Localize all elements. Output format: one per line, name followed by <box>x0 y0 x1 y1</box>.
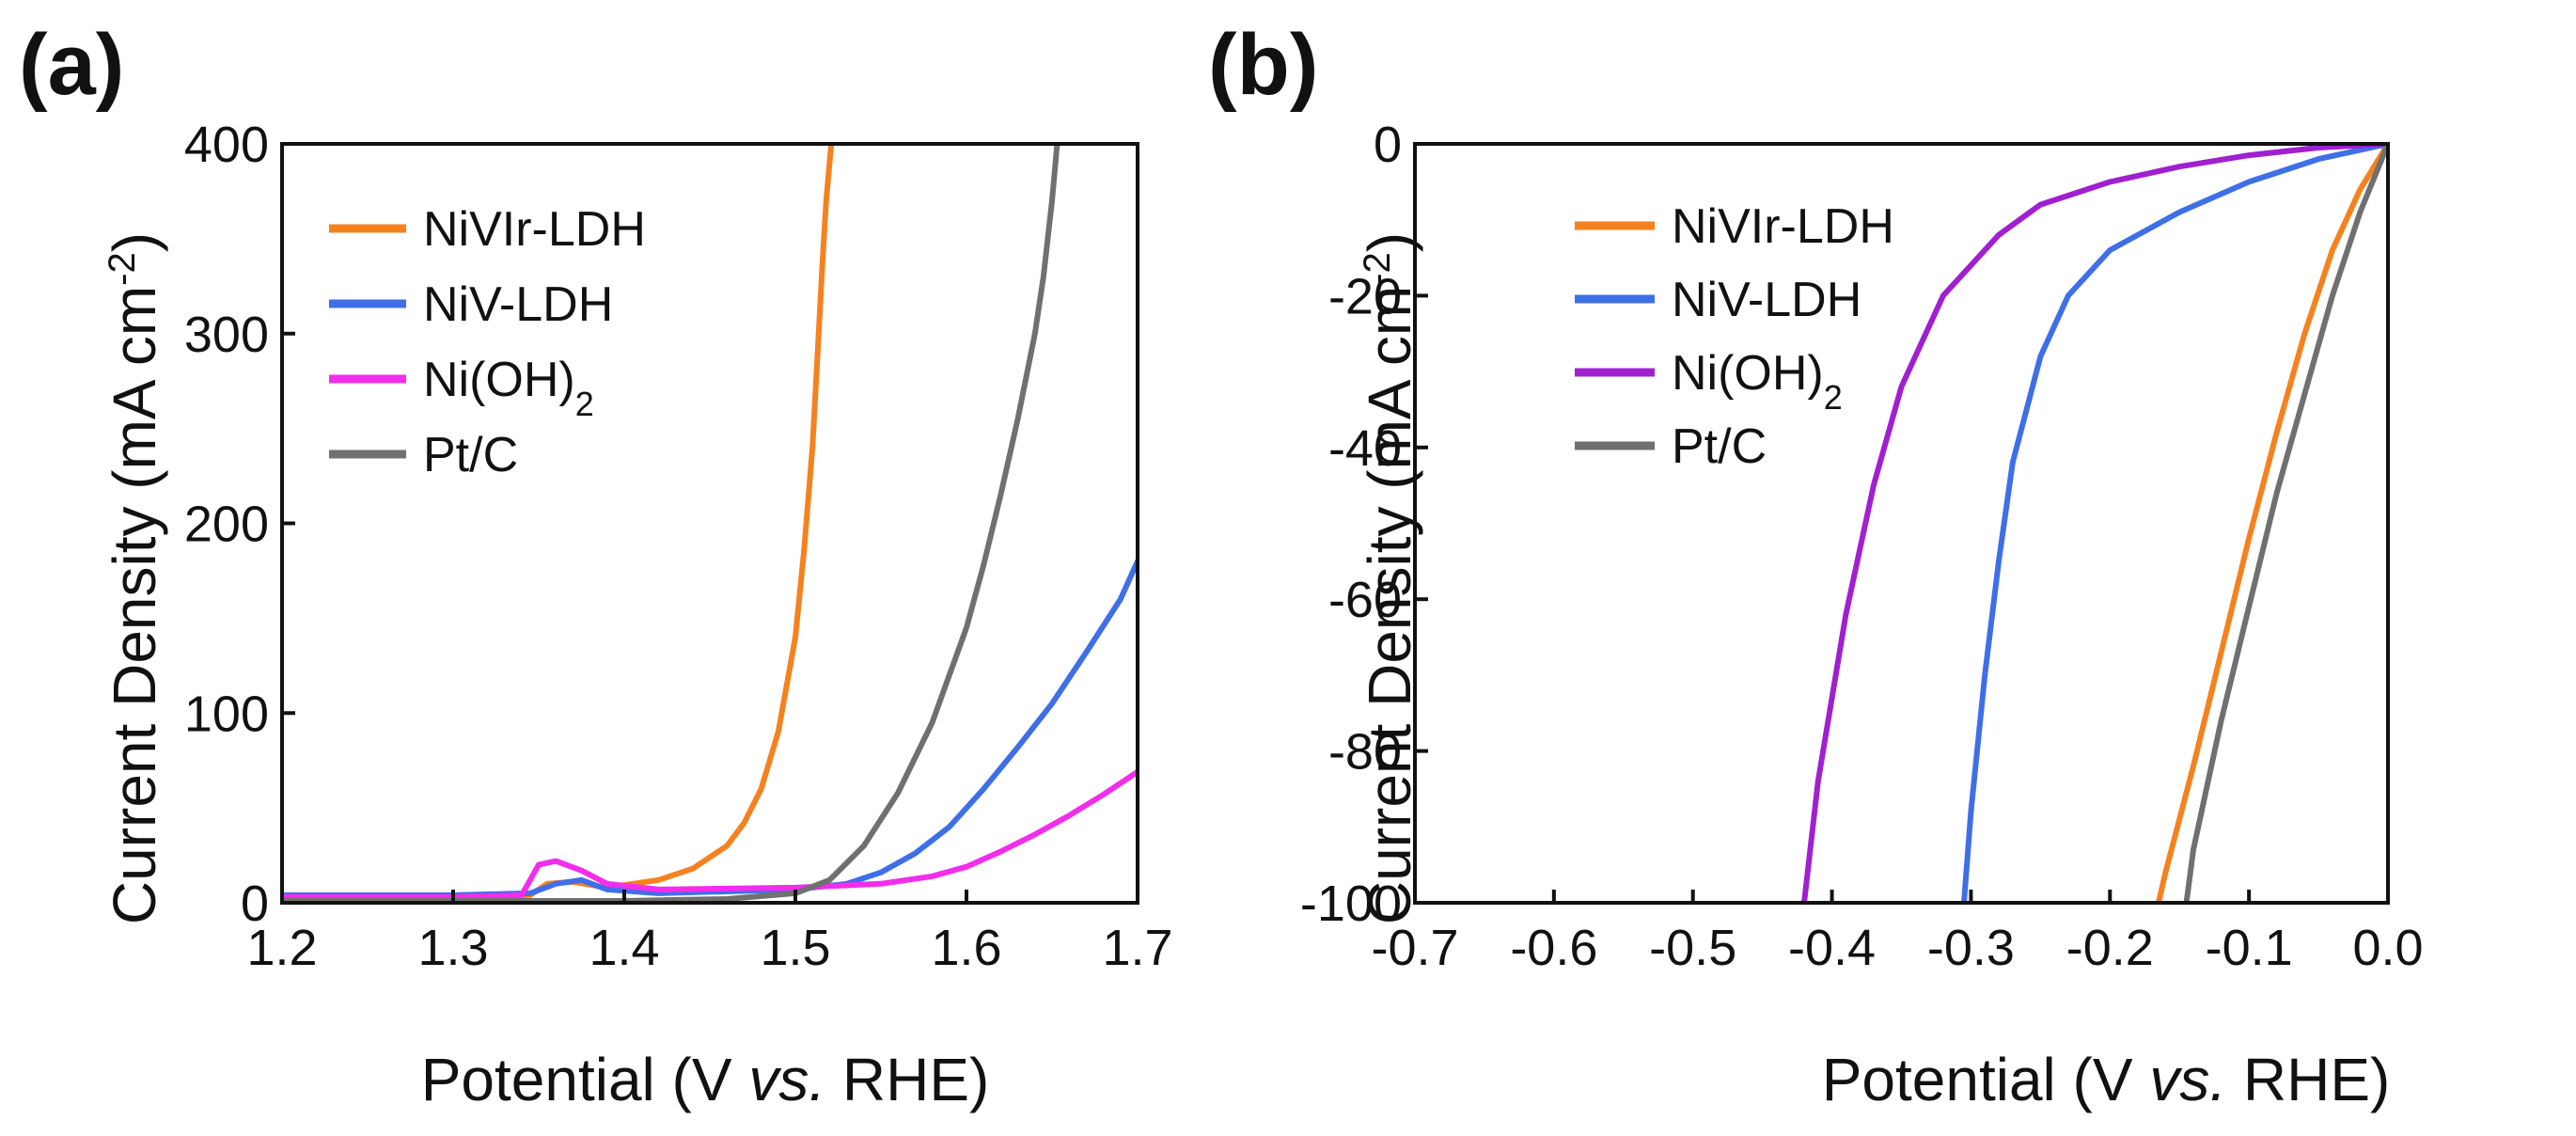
panel-a-legend-label-nivir-ldh: NiVIr-LDH <box>423 202 646 257</box>
panel-b-y-tick-label: -20 <box>1328 268 1402 324</box>
panel-b-y-tick-label: -100 <box>1300 876 1402 932</box>
panel-b-legend-label-pt-c: Pt/C <box>1672 419 1767 474</box>
x-axis-title-part: Potential (V <box>421 1046 749 1113</box>
panel-b-series-ni-oh-2-line <box>1801 144 2388 903</box>
panel-b-x-tick-label: -0.7 <box>1371 920 1458 976</box>
panel-a-label: (a) <box>19 17 124 113</box>
panel-a-y-tick-label: 300 <box>184 307 269 363</box>
panel-a-x-tick-label: 1.4 <box>589 920 659 976</box>
x-axis-title-part: RHE) <box>825 1046 989 1113</box>
panel-a-legend-label-ni-oh-2: Ni(OH)2 <box>423 353 594 423</box>
panel-a-series-group <box>282 144 1138 903</box>
panel-b-label: (b) <box>1208 17 1318 113</box>
panel-b-x-tick-label: -0.2 <box>2066 920 2154 976</box>
panel-a-x-tick-label: 1.6 <box>931 920 1001 976</box>
panel-b-x-tick-label: -0.4 <box>1788 920 1876 976</box>
panel-b-series-niv-ldh-line <box>1961 144 2388 903</box>
y-axis-title-superscript: -2 <box>1357 252 1398 286</box>
panel-b-legend: NiVIr-LDH NiV-LDH Ni(OH)2Pt/C <box>1575 199 1894 474</box>
panel-b-axes-frame <box>1413 142 2390 905</box>
y-axis-title-part: Current Density (mA cm <box>101 286 168 924</box>
panel-a-legend-label-pt-c: Pt/C <box>423 428 518 482</box>
panel-b-x-axis-title: Potential (V vs. RHE) <box>1822 1046 2391 1113</box>
panel-a: (a) 1.2 1.3 1.4 1.5 1.6 1.7 0 100 200 300 400 NiVIr… <box>19 17 1173 1113</box>
panel-a-x-tick-label: 1.5 <box>760 920 830 976</box>
panel-b-y-tick-label: -80 <box>1328 724 1402 781</box>
y-axis-title-part: ) <box>1356 232 1423 252</box>
panel-b-x-tick-label: 0.0 <box>2352 920 2423 976</box>
panel-a-series-ni-oh-2-line <box>282 768 1138 900</box>
panel-b-legend-label-nivir-ldh: NiVIr-LDH <box>1672 199 1894 254</box>
y-axis-title-part: Current Density (mA cm <box>1356 286 1423 924</box>
panel-a-x-axis-title: Potential (V vs. RHE) <box>421 1046 990 1113</box>
y-axis-title-part: ) <box>101 232 168 252</box>
panel-b-y-tick-label: -60 <box>1328 572 1402 628</box>
panel-a-y-axis-title: Current Density (mA cm-2) <box>101 232 168 924</box>
panel-a-x-tick-label: 1.3 <box>417 920 488 976</box>
panel-b-y-tick-label: 0 <box>1374 117 1402 173</box>
panel-a-plot-area: 1.2 1.3 1.4 1.5 1.6 1.7 0 100 200 300 400 NiVIr-LDH… <box>184 117 1173 976</box>
panel-a-y-tick-label: 200 <box>184 497 269 553</box>
panel-a-y-tick-label: 0 <box>241 876 269 932</box>
panel-b-x-tick-label: -0.3 <box>1927 920 2015 976</box>
panel-a-series-nivir-ldh-line <box>282 144 835 900</box>
panel-b-legend-label-niv-ldh: NiV-LDH <box>1672 273 1861 327</box>
panel-b-y-axis-title: Current Density (mA cm-2) <box>1356 232 1423 924</box>
panel-a-x-tick-label: 1.7 <box>1102 920 1172 976</box>
y-axis-title-superscript: -2 <box>102 252 143 286</box>
panel-a-series-pt-c-line <box>282 144 1060 903</box>
panel-a-x-tick-label: 1.2 <box>246 920 317 976</box>
panel-b-x-tick-label: -0.6 <box>1510 920 1597 976</box>
panel-b-series-pt-c-line <box>2183 144 2388 903</box>
panel-b-plot-area: -0.7 -0.6 -0.5 -0.4 -0.3 -0.2 -0.1 0.0 -100 -80 -6… <box>1300 117 2424 976</box>
panel-b-x-tick-label: -0.5 <box>1649 920 1736 976</box>
panel-b-series-nivir-ldh-line <box>2156 144 2388 903</box>
panel-b-legend-label-ni-oh-2: Ni(OH)2 <box>1672 346 1843 417</box>
panel-b-series-group <box>1801 144 2388 903</box>
panel-a-y-tick-label: 400 <box>184 117 269 173</box>
panel-a-series-niv-ldh-line <box>282 558 1138 898</box>
panel-b-y-tick-label: -40 <box>1328 420 1402 477</box>
panel-a-legend: NiVIr-LDH NiV-LDH Ni(OH)2Pt/C <box>329 202 646 482</box>
panel-b: (b) -0.7 -0.6 -0.5 -0.4 -0.3 -0.2 -0.1 0.0-100-… <box>1208 17 2424 1113</box>
panel-a-legend-label-niv-ldh: NiV-LDH <box>423 277 613 332</box>
panel-a-axes-frame <box>280 142 1139 905</box>
x-axis-title-part: Potential (V <box>1822 1046 2150 1113</box>
x-axis-title-italic: vs. <box>748 1046 825 1113</box>
panel-b-x-tick-label: -0.1 <box>2206 920 2293 976</box>
x-axis-title-italic: vs. <box>2149 1046 2226 1113</box>
x-axis-title-part: RHE) <box>2226 1046 2390 1113</box>
panel-a-y-tick-label: 100 <box>184 686 269 742</box>
